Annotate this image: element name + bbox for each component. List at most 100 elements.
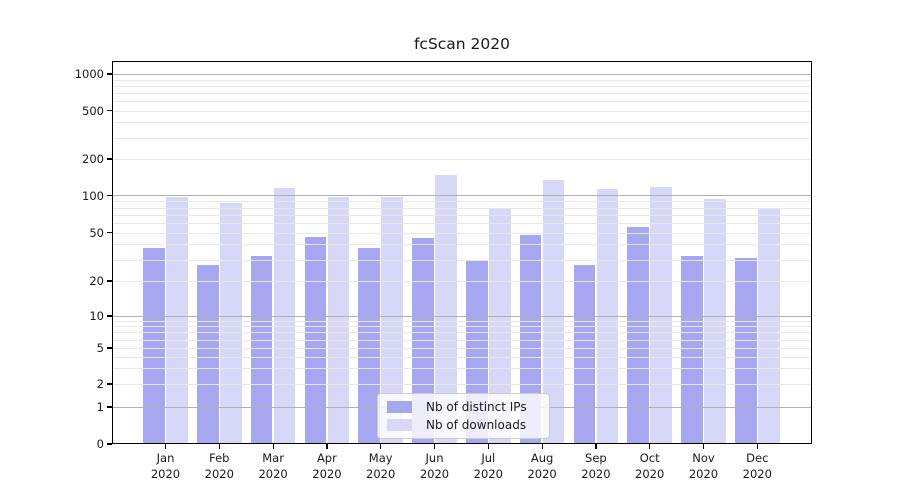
bar-distinct-ips-apr <box>304 236 327 444</box>
x-tick-month: Aug <box>530 451 554 465</box>
x-tick-year: 2020 <box>473 466 503 481</box>
y-axis-tick-label-5: 5 <box>96 341 104 355</box>
y-axis-tick-mark <box>107 383 112 385</box>
x-tick-year: 2020 <box>419 466 450 481</box>
y-axis-tick-mark <box>107 158 112 160</box>
bar-downloads-aug <box>542 179 565 444</box>
bar-distinct-ips-nov <box>681 256 703 444</box>
x-axis-tick-mark <box>756 444 758 449</box>
x-tick-year: 2020 <box>312 466 342 481</box>
y-axis-tick-mark <box>107 406 112 408</box>
x-tick-year: 2020 <box>204 466 234 481</box>
x-axis-tick-mark <box>272 444 274 449</box>
y-axis-tick-label-20: 20 <box>89 274 104 288</box>
x-axis-tick-label-nov: Nov 2020 <box>677 451 731 482</box>
x-axis-tick-mark <box>164 444 167 449</box>
bar-downloads-oct <box>650 186 672 444</box>
y-axis-tick-mark <box>107 231 112 234</box>
minor-gridline-300 <box>112 137 812 139</box>
y-axis-tick-label-2: 2 <box>96 377 104 391</box>
minor-gridline-600 <box>112 101 812 103</box>
bar-distinct-ips-aug <box>519 234 542 444</box>
y-axis-tick-mark <box>107 443 112 445</box>
minor-gridline-400 <box>112 122 812 124</box>
y-axis-tick-label-500: 500 <box>82 103 104 118</box>
y-axis-tick-label-100: 100 <box>82 188 104 203</box>
x-tick-month: Jul <box>481 451 496 465</box>
plot-area <box>112 61 812 444</box>
bar-downloads-jan <box>166 197 188 444</box>
legend-swatch-distinct-ips <box>387 401 412 414</box>
major-gridline-100 <box>112 195 812 197</box>
x-tick-year: 2020 <box>635 466 665 481</box>
bar-downloads-sep <box>596 189 619 444</box>
bar-downloads-apr <box>327 196 350 444</box>
bar-distinct-ips-feb <box>197 265 219 444</box>
minor-gridline-700 <box>112 92 812 94</box>
x-tick-month: Jun <box>425 451 444 465</box>
legend-row-downloads: Nb of downloads <box>387 418 540 432</box>
x-tick-year: 2020 <box>527 466 557 481</box>
bar-distinct-ips-may <box>358 248 380 444</box>
bar-downloads-may <box>381 196 403 444</box>
y-axis-tick-label-0: 0 <box>96 437 104 451</box>
x-tick-month: Oct <box>639 451 660 465</box>
y-axis-tick-mark <box>107 110 112 112</box>
x-axis-tick-label-apr: Apr 2020 <box>300 451 354 482</box>
x-tick-year: 2020 <box>366 466 396 481</box>
x-tick-year: 2020 <box>150 466 181 481</box>
major-gridline-1000 <box>112 73 812 75</box>
legend-label-downloads: Nb of downloads <box>426 417 527 432</box>
bar-distinct-ips-jun <box>412 238 434 444</box>
x-axis-tick-mark <box>649 444 651 449</box>
y-axis-tick-mark <box>107 347 112 349</box>
bar-downloads-mar <box>273 188 296 444</box>
x-axis-tick-label-feb: Feb 2020 <box>192 451 246 482</box>
legend-label-distinct-ips: Nb of distinct IPs <box>426 400 527 415</box>
x-tick-month: Feb <box>209 451 230 465</box>
bar-distinct-ips-jan <box>143 248 165 444</box>
x-tick-month: Dec <box>746 451 769 465</box>
y-axis-tick-mark <box>107 315 112 317</box>
y-axis-tick-mark <box>107 280 112 282</box>
x-axis-tick-label-jan: Jan 2020 <box>139 451 193 482</box>
y-axis-tick-label-1000: 1000 <box>74 67 104 81</box>
bar-distinct-ips-dec <box>735 257 757 444</box>
bar-downloads-nov <box>704 199 726 444</box>
x-axis-tick-label-mar: Mar 2020 <box>246 451 300 482</box>
x-axis-tick-label-jun: Jun 2020 <box>408 451 462 482</box>
x-tick-year: 2020 <box>742 466 772 481</box>
bar-downloads-feb <box>220 203 242 444</box>
x-axis-tick-mark <box>218 444 220 449</box>
x-axis-tick-label-dec: Dec 2020 <box>730 451 784 482</box>
x-tick-month: Nov <box>692 451 715 465</box>
bar-downloads-dec <box>758 208 780 444</box>
x-axis-tick-label-sep: Sep 2020 <box>569 451 623 482</box>
x-axis-tick-mark <box>595 444 597 449</box>
y-axis-tick-mark <box>107 195 112 197</box>
y-axis-tick-label-50: 50 <box>89 225 104 240</box>
bar-downloads-jun <box>435 174 457 444</box>
x-tick-month: Sep <box>585 451 607 465</box>
legend-swatch-downloads <box>387 418 412 431</box>
y-axis-tick-mark <box>107 73 112 75</box>
bar-distinct-ips-mar <box>250 256 273 444</box>
bar-distinct-ips-sep <box>573 265 596 444</box>
x-axis-tick-mark <box>487 444 489 449</box>
y-axis-tick-label-10: 10 <box>89 309 104 323</box>
x-tick-month: Apr <box>316 451 337 465</box>
x-axis-tick-label-aug: Aug 2020 <box>515 451 569 482</box>
x-tick-month: May <box>368 451 393 465</box>
x-axis-tick-label-oct: Oct 2020 <box>623 451 677 482</box>
y-axis-tick-label-200: 200 <box>82 152 104 166</box>
x-axis-tick-label-jul: Jul 2020 <box>461 451 515 482</box>
minor-gridline-200 <box>112 159 812 160</box>
x-tick-year: 2020 <box>258 466 288 481</box>
minor-gridline-900 <box>112 79 812 81</box>
legend-row-distinct-ips: Nb of distinct IPs <box>387 400 540 414</box>
x-axis-tick-mark <box>433 444 436 449</box>
minor-gridline-500 <box>112 110 812 112</box>
minor-gridline-800 <box>112 85 812 87</box>
x-axis-tick-mark <box>380 444 382 449</box>
